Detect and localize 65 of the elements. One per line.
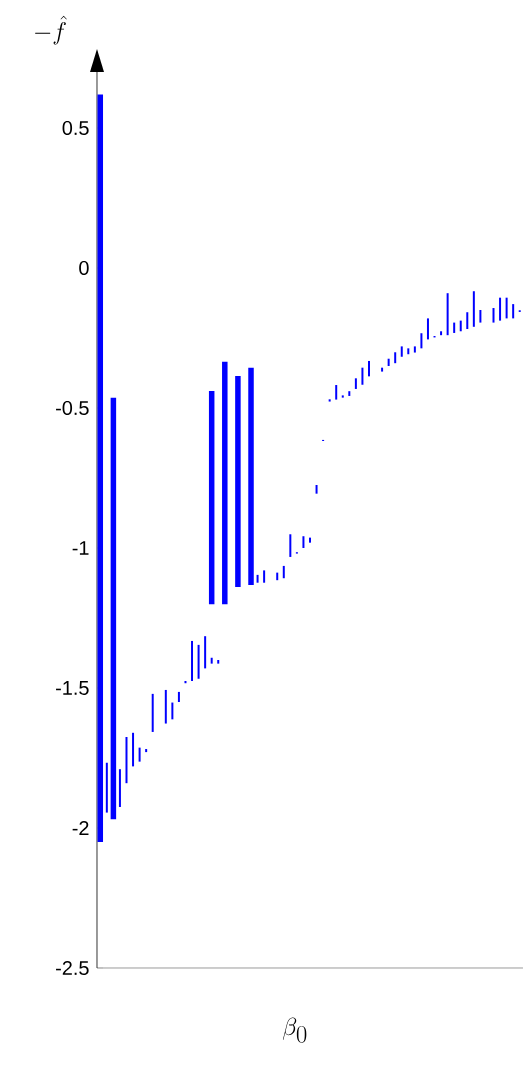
bar	[309, 537, 311, 543]
bar	[335, 385, 338, 400]
bar	[361, 367, 364, 385]
bar	[459, 320, 462, 332]
bar	[177, 691, 180, 702]
bar	[197, 644, 200, 679]
bar	[208, 390, 215, 605]
bar	[118, 769, 121, 807]
bar	[204, 636, 207, 669]
y-tick-label: -1.5	[56, 681, 89, 695]
bar	[125, 736, 128, 784]
bar	[138, 747, 141, 762]
bar	[453, 322, 456, 333]
bar	[348, 391, 351, 396]
bar	[505, 297, 508, 319]
bar	[354, 378, 357, 389]
bar	[413, 346, 416, 353]
bar	[210, 657, 213, 664]
bar	[164, 689, 167, 724]
bar	[446, 293, 449, 336]
bar	[184, 680, 187, 684]
bar	[407, 348, 410, 355]
bar	[440, 331, 443, 336]
bar	[235, 376, 241, 587]
y-tick-label: -2.5	[56, 960, 89, 976]
bar	[302, 536, 305, 548]
bar	[222, 361, 228, 605]
bar	[315, 484, 318, 494]
y-tick-label: -2	[72, 821, 89, 835]
y-tick-label: 0.5	[62, 120, 89, 136]
bar	[105, 762, 108, 813]
bar	[282, 565, 285, 579]
bar	[191, 640, 194, 681]
bar	[217, 659, 220, 664]
bar	[256, 574, 259, 583]
bar	[387, 358, 390, 366]
bar	[479, 309, 482, 323]
bar	[367, 360, 370, 377]
bar	[110, 397, 117, 820]
bar	[145, 749, 148, 753]
bar	[426, 318, 429, 340]
bar	[499, 297, 502, 321]
bar	[132, 732, 135, 767]
bar	[276, 572, 279, 581]
bar	[248, 367, 254, 585]
bar	[263, 570, 266, 583]
y-axis-title: $-\hat{f}$	[35, 15, 67, 45]
bar	[472, 291, 475, 327]
bar	[466, 312, 469, 330]
bar	[492, 308, 495, 323]
bar	[381, 367, 384, 372]
bar	[400, 346, 403, 357]
bar	[97, 94, 104, 842]
bar	[171, 702, 174, 720]
bar	[512, 304, 515, 319]
bar	[289, 534, 292, 557]
bar	[328, 399, 331, 402]
bar	[394, 352, 397, 364]
bar	[151, 693, 154, 732]
bar	[420, 333, 423, 349]
y-tick-label: -0.5	[56, 400, 89, 416]
bar	[341, 395, 344, 398]
x-axis-title: $\beta_0$	[282, 1017, 307, 1043]
y-tick-label: -1	[72, 541, 89, 555]
y-tick-label: 0	[79, 260, 89, 276]
